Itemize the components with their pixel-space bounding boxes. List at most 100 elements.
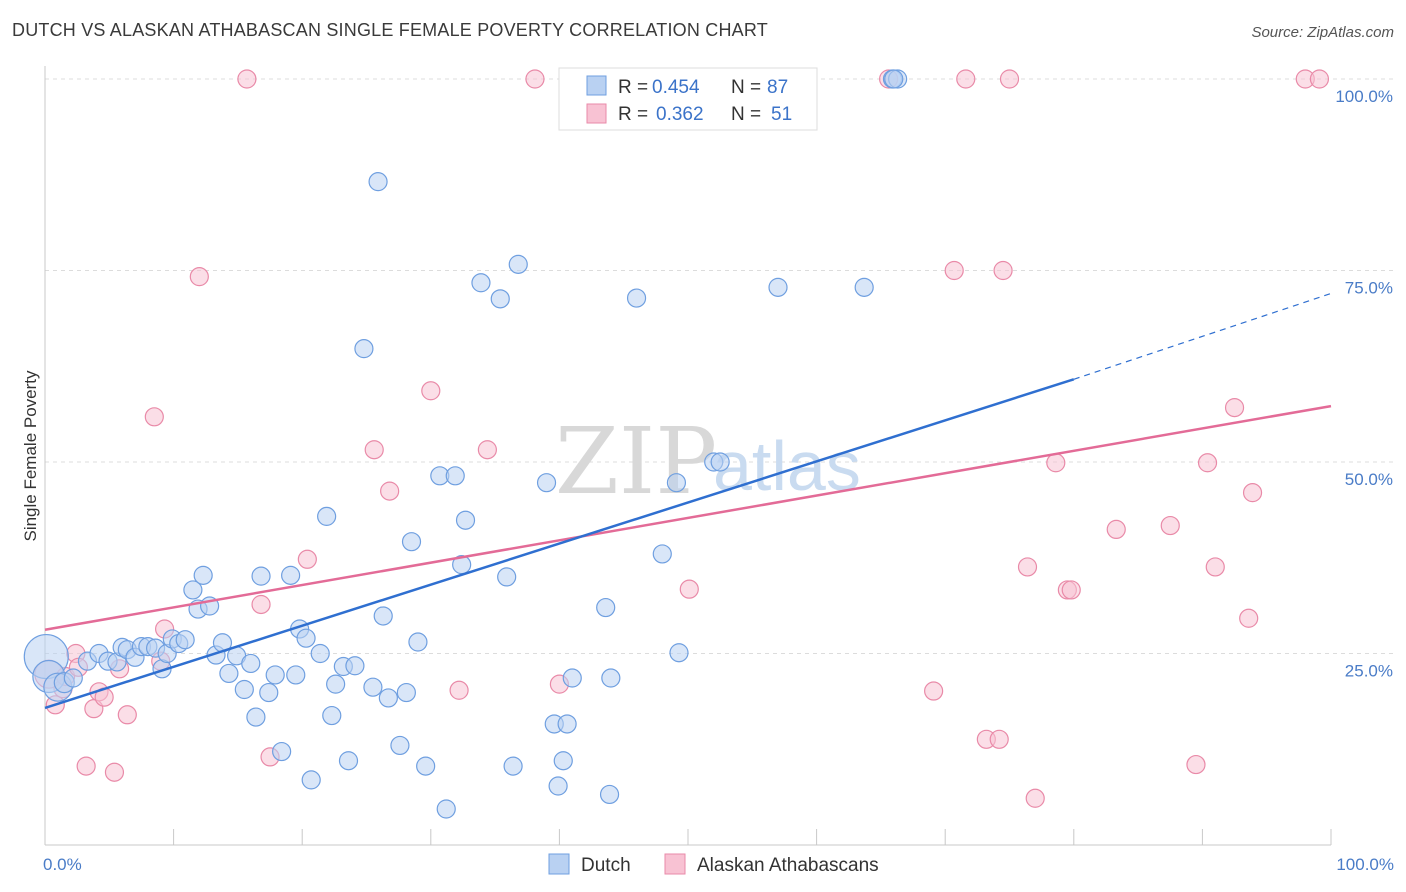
dutch-point [471,273,491,293]
dutch-point [884,69,904,89]
alaskan-point [1017,557,1038,577]
alaskan-point [993,260,1013,281]
legend-alaskan-swatch [586,103,607,124]
dutch-point [396,682,416,703]
legend-dutch-r-label: R = [618,77,648,98]
y-tick-label: 25.0% [1345,662,1393,681]
dutch-point [666,473,687,493]
dutch-point [251,566,271,586]
alaskan-point [477,440,497,460]
alaskan-point [364,440,384,460]
bottom-legend: Dutch Alaskan Athabascans [548,853,879,876]
alaskan-point [1186,754,1206,775]
legend-alaskan-r-value: 0.362 [656,104,704,125]
dutch-point [626,288,647,308]
alaskan-point [679,579,699,599]
dutch-point [234,679,254,700]
y-tick-label: 75.0% [1345,279,1393,298]
dutch-point [854,277,874,297]
dutch-point [508,254,528,274]
dutch-point [445,466,465,486]
dutch-point [175,630,195,650]
dutch-point [368,172,388,192]
bottom-legend-alaskan-label: Alaskan Athabascans [697,855,879,876]
watermark-zip: ZIP [555,408,717,515]
alaskan-point [1205,557,1225,577]
alaskan-point [1239,608,1259,628]
dutch-trend-extension [1073,292,1332,380]
alaskan-point [924,681,944,701]
alaskan-point [989,729,1009,749]
alaskan-point [237,69,257,89]
legend-dutch-n-label: N = [731,77,761,98]
alaskan-point [251,594,271,615]
dutch-point [345,656,365,676]
dutch-point [401,532,422,552]
y-tick-labels: 25.0% 50.0% 75.0% 100.0% [1335,87,1393,681]
dutch-point [183,580,203,600]
dutch-point [503,756,523,776]
dutch-point [246,707,266,727]
dutch-point [557,714,577,734]
chart-title: DUTCH VS ALASKAN ATHABASCAN SINGLE FEMAL… [12,20,768,40]
dutch-point [193,565,213,585]
alaskan-point [1025,788,1045,808]
dutch-point [241,653,261,674]
alaskan-point [1309,69,1330,89]
dutch-point [652,544,672,564]
alaskan-point [117,705,137,725]
x-tick-label: 0.0% [43,855,82,874]
dutch-point [601,668,621,688]
dutch-point [322,705,342,726]
alaskan-point [76,756,96,776]
bottom-legend-dutch-label: Dutch [581,855,631,876]
dutch-point [259,682,279,703]
source-note: Source: ZipAtlas.com [1251,24,1394,41]
legend-alaskan-n-label: N = [731,104,761,125]
dutch-point [354,339,374,359]
x-ticks [44,829,1332,845]
trend-lines [44,292,1332,710]
dutch-point [596,597,616,618]
dutch-point [317,506,337,526]
alaskan-point [449,680,469,700]
alaskan-point [1197,453,1218,473]
alaskan-point [1224,398,1245,418]
alaskan-point [1160,515,1180,536]
dutch-point [768,277,788,297]
dutch-point [548,776,568,796]
bottom-legend-alaskan-swatch [664,853,686,875]
alaskan-point [1046,453,1066,473]
y-tick-label: 100.0% [1335,87,1393,106]
dutch-point [281,565,301,585]
dutch-point [363,677,383,697]
dutch-point [390,735,410,756]
alaskan-point [144,407,164,427]
dutch-point [497,567,517,587]
dutch-point [599,784,620,805]
dutch-point [455,510,476,530]
dutch-point [310,643,330,664]
dutch-point [710,452,730,472]
alaskan-point [189,267,209,287]
y-tick-label: 50.0% [1345,470,1393,489]
alaskan-point [525,69,545,89]
alaskan-point [999,69,1020,89]
dutch-trend-line [44,378,1075,710]
dutch-point [63,668,83,688]
dutch-point [408,632,428,652]
dutch-point [490,289,510,309]
dutch-point [326,674,346,694]
dutch-point [373,606,393,626]
legend-dutch-swatch [586,75,607,96]
alaskan-trend-line [44,404,1332,631]
bottom-legend-dutch-swatch [548,853,570,875]
y-axis-label: Single Female Poverty [21,370,40,542]
alaskan-point [1106,519,1126,540]
x-tick-label: 100.0% [1336,855,1394,874]
dutch-point [338,751,359,771]
alaskan-point [380,481,400,501]
dutch-point [553,751,573,771]
dutch-point [436,799,456,819]
